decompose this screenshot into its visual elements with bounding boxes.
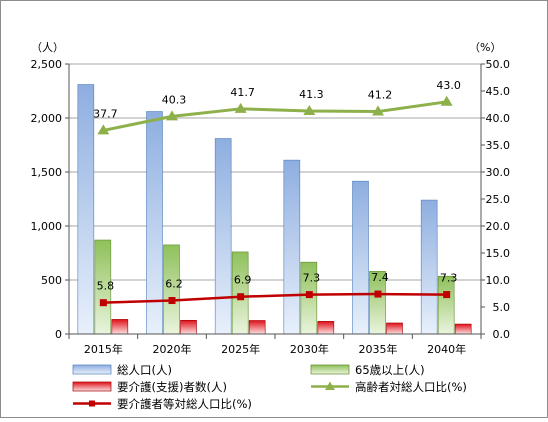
- data-label: 7.3: [303, 272, 321, 285]
- series-line: [103, 100, 447, 132]
- bar: [77, 84, 95, 335]
- triangle-marker: [372, 105, 384, 116]
- x-tick-label: 2040年: [427, 342, 466, 356]
- data-labels: 37.7 40.3 41.7 41.3 41.2 43.0 5.8 6.2 6.9 7.3 7.4 7…: [93, 79, 461, 293]
- x-tick-label: 2030年: [290, 342, 329, 356]
- data-label: 41.3: [299, 88, 324, 101]
- x-tick-label: 2025年: [221, 342, 260, 356]
- left-tick-label: 1,000: [31, 220, 63, 233]
- data-label: 7.4: [371, 271, 389, 284]
- right-tick-label: 40.0: [486, 112, 511, 125]
- legend-square-marker: [89, 400, 95, 407]
- bar: [231, 251, 249, 335]
- square-marker: [237, 293, 245, 301]
- bar: [420, 199, 438, 335]
- bar: [248, 320, 266, 335]
- data-label: 40.3: [162, 93, 187, 106]
- bar: [352, 180, 369, 335]
- x-tick-label: 2035年: [359, 342, 398, 356]
- triangle-marker: [97, 124, 110, 135]
- right-tick-label: 10.0: [486, 274, 511, 287]
- right-tick-label: 50.0: [486, 58, 511, 71]
- square-marker: [443, 291, 451, 299]
- legend-triangle-marker: [325, 381, 335, 390]
- legend-label: 総人口(人): [117, 363, 172, 377]
- square-marker: [374, 290, 382, 298]
- data-label: 7.3: [440, 272, 458, 285]
- triangle-marker: [303, 104, 316, 115]
- right-tick-label: 25.0: [486, 193, 511, 206]
- data-label: 6.2: [165, 278, 183, 291]
- legend-swatch: [310, 364, 350, 375]
- x-tick-label: 2020年: [153, 342, 192, 356]
- bar: [111, 319, 129, 335]
- right-axis-unit: （%）: [469, 41, 501, 54]
- data-label: 41.7: [230, 86, 255, 99]
- bar: [214, 138, 232, 335]
- right-tick-label: 35.0: [486, 139, 511, 152]
- data-label: 41.2: [368, 89, 393, 102]
- triangle-marker: [166, 110, 178, 121]
- gridlines: [69, 63, 481, 281]
- square-marker: [168, 297, 176, 305]
- triangle-marker: [440, 95, 453, 106]
- right-tick-label: 20.0: [486, 220, 511, 233]
- bar: [386, 322, 403, 335]
- left-axis-unit: （人）: [31, 41, 64, 54]
- line-series-group: [97, 95, 453, 307]
- axes: 0 500 1,000 1,500 2,000 2,500 0.0 5.0 10.0 15.0 20…: [31, 58, 511, 356]
- square-marker: [305, 291, 313, 299]
- x-tick-label: 2015年: [84, 342, 123, 356]
- left-tick-label: 2,500: [31, 58, 63, 71]
- bar: [283, 159, 301, 335]
- triangle-marker: [234, 102, 247, 113]
- right-tick-label: 15.0: [486, 247, 511, 260]
- right-tick-label: 0.0: [493, 328, 511, 341]
- series-line: [103, 292, 447, 304]
- right-tick-label: 5.0: [493, 301, 511, 314]
- legend-label: 要介護者等対総人口比(%): [117, 397, 252, 411]
- legend-label: 要介護(支援)者数(人): [117, 380, 227, 394]
- left-tick-label: 0: [55, 328, 62, 341]
- data-label: 6.9: [234, 274, 252, 287]
- bar: [454, 323, 472, 335]
- legend-label: 高齢者対総人口比(%): [355, 380, 467, 394]
- right-tick-label: 30.0: [486, 166, 511, 179]
- left-tick-label: 500: [41, 274, 62, 287]
- bar: [317, 321, 335, 335]
- square-marker: [99, 299, 107, 307]
- legend-label: 65歳以上(人): [355, 363, 425, 377]
- data-label: 43.0: [436, 79, 461, 92]
- legend-swatch: [72, 381, 112, 392]
- legend: 総人口(人) 65歳以上(人) 要介護(支援)者数(人) 高齢者対総人口比(%) 要介護…: [72, 363, 467, 411]
- left-tick-label: 2,000: [31, 112, 63, 125]
- left-tick-label: 1,500: [31, 166, 63, 179]
- data-label: 37.7: [93, 107, 118, 120]
- bar: [180, 319, 197, 335]
- data-label: 5.8: [97, 280, 115, 293]
- legend-swatch: [72, 364, 112, 375]
- bar: [437, 275, 455, 335]
- right-tick-label: 45.0: [486, 85, 511, 98]
